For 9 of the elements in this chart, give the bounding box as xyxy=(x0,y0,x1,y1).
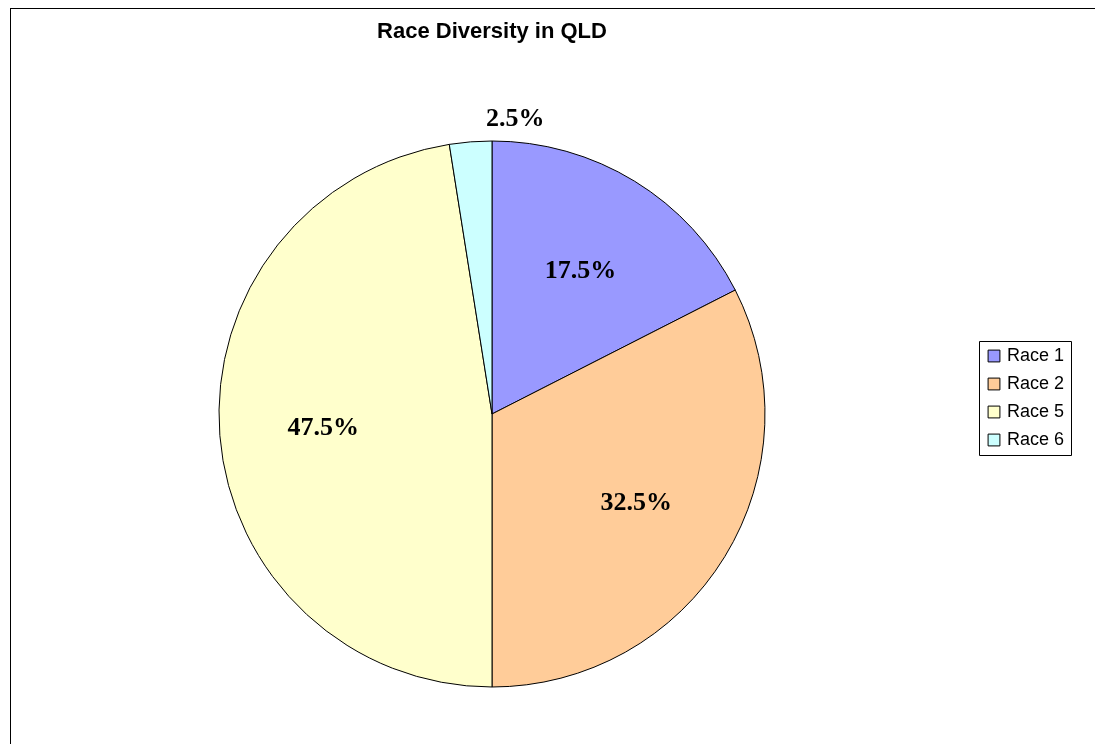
legend-label: Race 5 xyxy=(1007,401,1065,421)
data-label: 2.5% xyxy=(486,102,545,132)
data-label: 47.5% xyxy=(287,412,360,442)
legend-label: Race 1 xyxy=(1007,345,1065,365)
legend-label: Race 6 xyxy=(1007,429,1065,449)
chart-title: Race Diversity in QLD xyxy=(377,17,607,43)
data-label: 32.5% xyxy=(600,487,673,517)
data-label: 17.5% xyxy=(544,254,617,284)
legend-label: Race 2 xyxy=(1007,373,1065,393)
